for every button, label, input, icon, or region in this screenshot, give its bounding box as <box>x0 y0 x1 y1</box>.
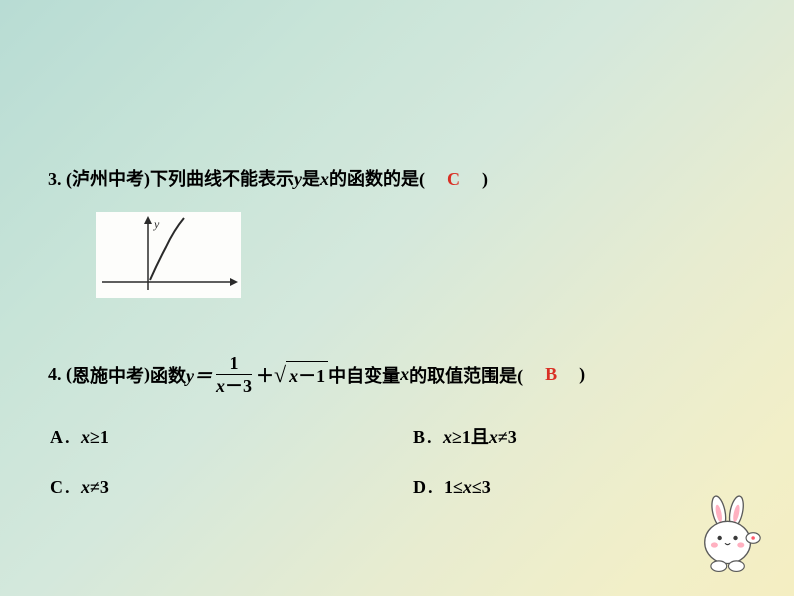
q3-text4: ) <box>482 169 488 189</box>
q4-x: x <box>400 364 409 385</box>
plus-sign: ＋ <box>256 362 274 388</box>
q4-text2: 中自变量 <box>328 362 400 388</box>
fraction: 1 x－3 <box>216 353 252 397</box>
q4-paren-pad <box>523 362 541 388</box>
choice-c-letter: C <box>50 477 63 497</box>
choice-b-letter: B <box>413 427 425 447</box>
q4-answer: B <box>541 364 561 385</box>
q3-location: 泸州中考 <box>72 169 144 189</box>
sqrt-sign: √ <box>274 362 286 388</box>
choice-a-letter: A <box>50 427 63 447</box>
q4-number: 4. ( <box>48 364 72 385</box>
graph-thumbnail: y <box>96 212 241 298</box>
q3-paren-pad <box>425 169 443 189</box>
choice-b-rest1: ≥1且 <box>452 427 489 447</box>
q4-text: 函数 <box>150 362 186 388</box>
choice-grid: A．x≥1 B．x≥1且x≠3 C．x≠3 D．1≤x≤3 <box>48 423 746 499</box>
frac-numerator: 1 <box>230 353 239 374</box>
choice-a: A．x≥1 <box>50 423 383 449</box>
choice-b-x: x <box>443 427 452 447</box>
choice-d-x: x <box>463 477 472 497</box>
q3-x: x <box>320 169 329 189</box>
choice-d-dot: ． <box>426 477 444 497</box>
frac-bar <box>216 374 252 375</box>
frac-denominator: x－3 <box>216 376 252 397</box>
q3-paren-pad2 <box>464 169 482 189</box>
y-axis-arrow <box>144 216 152 224</box>
q4-y-eq: y＝ <box>186 362 212 388</box>
mascot-icon <box>688 494 776 582</box>
choice-a-dot: ． <box>63 427 81 447</box>
q3-answer: C <box>443 169 464 189</box>
q4-text3: 的取值范围是( <box>409 362 523 388</box>
choice-b: B．x≥1且x≠3 <box>413 423 746 449</box>
choice-c-rest: ≠3 <box>90 477 109 497</box>
q3-text3: 的函数的是( <box>329 169 425 189</box>
slide-content: 3. (泸州中考)下列曲线不能表示y是x的函数的是( C ) y 4. (恩施中… <box>0 0 794 499</box>
choice-b-rest2: ≠3 <box>498 427 517 447</box>
q3-text: 下列曲线不能表示 <box>150 169 294 189</box>
choice-d-rest1: 1≤ <box>444 477 463 497</box>
y-axis-label: y <box>153 217 160 231</box>
choice-d-letter: D <box>413 477 426 497</box>
q4-text4: ) <box>579 364 585 385</box>
q4-paren-pad2 <box>561 362 579 388</box>
question-3: 3. (泸州中考)下列曲线不能表示y是x的函数的是( C ) <box>48 165 746 194</box>
choice-d-rest2: ≤3 <box>472 477 491 497</box>
q4-location: 恩施中考 <box>72 362 144 388</box>
choice-a-x: x <box>81 427 90 447</box>
q3-number: 3. ( <box>48 169 72 189</box>
x-axis-arrow <box>230 278 238 286</box>
choice-a-rest: ≥1 <box>90 427 109 447</box>
choice-c: C．x≠3 <box>50 473 383 499</box>
choice-c-x: x <box>81 477 90 497</box>
graph-svg: y <box>96 212 241 298</box>
q3-text2: 是 <box>302 169 320 189</box>
choice-c-dot: ． <box>63 477 81 497</box>
choice-b-dot: ． <box>425 427 443 447</box>
sqrt: √ x－1 <box>274 361 328 388</box>
choice-b-x2: x <box>489 427 498 447</box>
q3-y: y <box>294 169 302 189</box>
question-4: 4. (恩施中考) 函数y＝ 1 x－3 ＋ √ x－1 中自变量x的取值范围是(… <box>48 353 746 397</box>
sqrt-arg: x－1 <box>286 361 328 388</box>
